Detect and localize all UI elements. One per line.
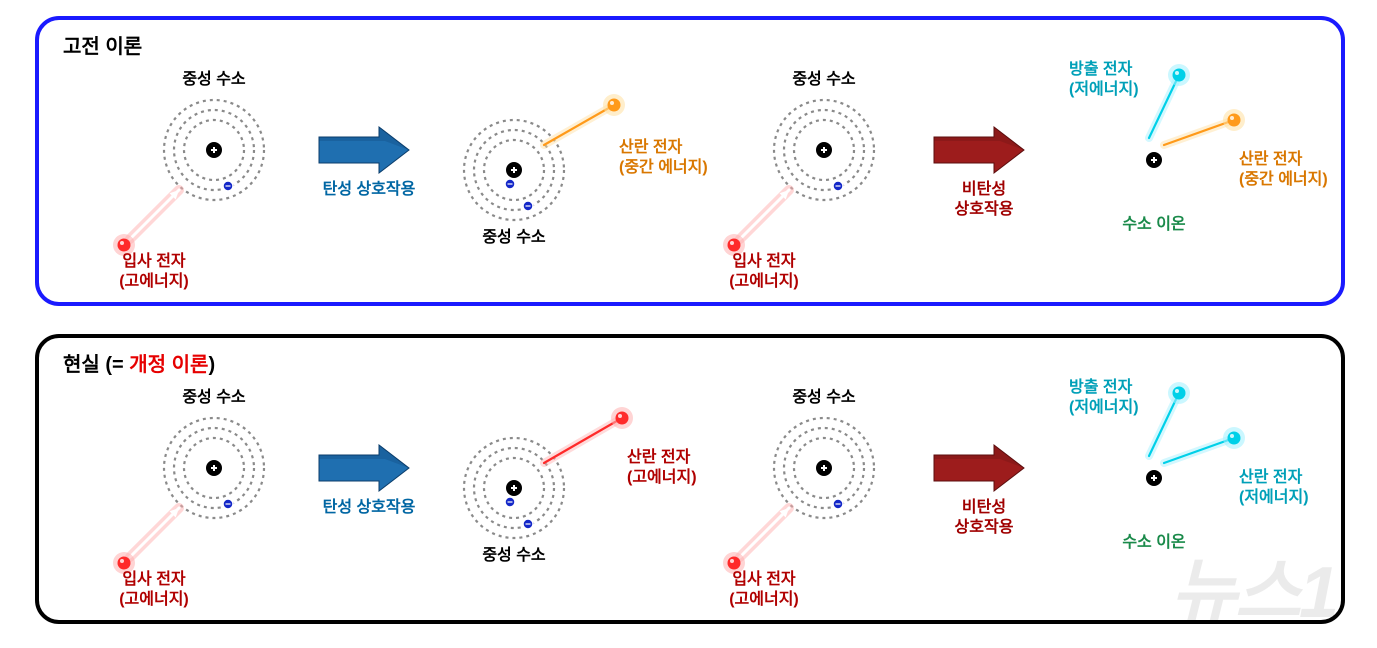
atom-label: 중성 수소 — [779, 70, 869, 90]
atom-label: 중성 수소 — [169, 70, 259, 90]
incident-label: 입사 전자 (고에너지) — [709, 252, 819, 292]
scatter-label: 산란 전자 (고에너지) — [627, 448, 737, 488]
scatter-label: 산란 전자 (저에너지) — [1239, 468, 1349, 508]
ion-label: 수소 이온 — [1109, 533, 1199, 553]
scatter-label: 방출 전자 (저에너지) — [1069, 60, 1179, 100]
panel-p2: 현실 (= 개정 이론)중성 수소중성 수소중성 수소수소 이온탄성 상호작용비… — [35, 334, 1345, 624]
interaction-label: 비탄성 상호작용 — [924, 498, 1044, 538]
scatter-label: 산란 전자 (중간 에너지) — [1239, 150, 1349, 190]
atom-label: 중성 수소 — [779, 388, 869, 408]
panel-p1: 고전 이론중성 수소중성 수소중성 수소수소 이온탄성 상호작용비탄성 상호작용… — [35, 16, 1345, 306]
incident-label: 입사 전자 (고에너지) — [99, 252, 209, 292]
ion-label: 수소 이온 — [1109, 215, 1199, 235]
interaction-label: 비탄성 상호작용 — [924, 180, 1044, 220]
interaction-label: 탄성 상호작용 — [309, 498, 429, 518]
incident-label: 입사 전자 (고에너지) — [99, 570, 209, 610]
atom-label: 중성 수소 — [469, 228, 559, 248]
scatter-label: 방출 전자 (저에너지) — [1069, 378, 1179, 418]
interaction-label: 탄성 상호작용 — [309, 180, 429, 200]
atom-label: 중성 수소 — [469, 546, 559, 566]
atom-label: 중성 수소 — [169, 388, 259, 408]
incident-label: 입사 전자 (고에너지) — [709, 570, 819, 610]
scatter-label: 산란 전자 (중간 에너지) — [619, 138, 729, 178]
